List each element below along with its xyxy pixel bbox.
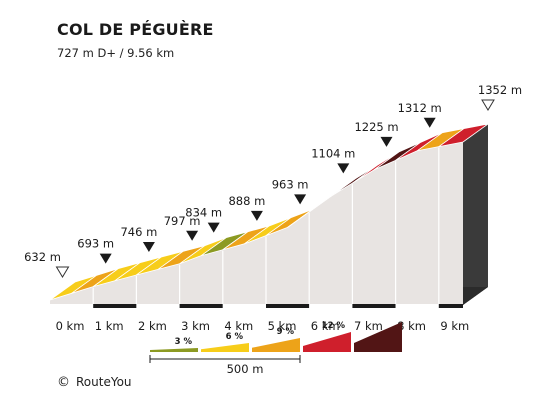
gradient-segment	[438, 123, 489, 148]
elevation-marker-icon	[99, 253, 112, 264]
km-scale-band	[50, 304, 94, 308]
km-scale-band	[352, 304, 396, 308]
km-tick-label: 4 km	[224, 319, 253, 333]
km-scale-band	[395, 304, 439, 308]
elevation-label: 888 m	[228, 194, 265, 208]
elevation-label: 1312 m	[398, 101, 442, 115]
km-scale-band	[136, 304, 180, 308]
endpoint-marker-icon	[55, 266, 70, 278]
elevation-marker-icon	[142, 241, 155, 252]
km-scale-band	[438, 304, 463, 308]
profile-end-wall	[462, 124, 488, 305]
climb-summary: 727 m D+ / 9.56 km	[57, 46, 175, 60]
endpoint-marker-icon	[481, 99, 495, 111]
km-tick-label: 6 km	[311, 319, 340, 333]
legend-swatch	[252, 338, 300, 352]
legend-swatch	[354, 322, 402, 352]
elevation-label: 834 m	[185, 206, 222, 220]
km-scale-band	[309, 304, 353, 308]
km-tick-label: 2 km	[138, 319, 167, 333]
elevation-label: 693 m	[77, 237, 114, 251]
elevation-marker-icon	[186, 230, 199, 241]
gradient-legend: 3 % 6 % 9 % 12 % 500 m	[149, 321, 402, 376]
copyright-icon: ©	[57, 375, 70, 390]
km-scale-band	[222, 304, 266, 308]
gradient-segments	[49, 123, 489, 301]
elevation-label: 797 m	[164, 214, 201, 228]
profile-front-area	[50, 142, 463, 305]
elevation-marker-icon	[423, 117, 436, 128]
elevation-marker-icon	[294, 194, 307, 205]
legend-label: 3 %	[175, 337, 193, 347]
km-tick-label: 7 km	[354, 319, 383, 333]
legend-scale-label: 500 m	[227, 362, 264, 376]
elevation-label: 632 m	[24, 250, 61, 264]
elevation-label: 1104 m	[311, 146, 355, 160]
legend-label: 9 %	[277, 327, 295, 337]
elevation-marker-icon	[250, 210, 263, 221]
km-axis: 0 km 1 km 2 km 3 km 4 km 5 km 6 km 7 km 8 km 9 km	[50, 304, 469, 333]
legend-label: 6 %	[226, 332, 244, 342]
km-scale-band	[179, 304, 223, 308]
km-tick-label: 3 km	[181, 319, 210, 333]
elevation-label: 963 m	[272, 177, 309, 191]
km-scale-band	[266, 304, 310, 308]
km-tick-label: 0 km	[56, 319, 85, 333]
km-tick-label: 1 km	[95, 319, 124, 333]
page-title: COL DE PÉGUÈRE	[57, 20, 214, 39]
km-tick-label: 9 km	[440, 319, 469, 333]
brand-name: RouteYou	[76, 375, 132, 389]
km-tick-label: 8 km	[397, 319, 426, 333]
legend-swatch	[150, 348, 198, 352]
elevation-label: 746 m	[120, 225, 157, 239]
elevation-label: 1352 m	[478, 83, 522, 97]
elevation-marker-icon	[207, 222, 220, 233]
km-scale-band	[93, 304, 137, 308]
elevation-marker-icon	[337, 163, 350, 174]
legend-swatch	[201, 343, 249, 352]
elevation-marker-icon	[380, 136, 393, 147]
legend-label: 12 %	[322, 321, 346, 331]
elevation-label: 1225 m	[354, 120, 398, 134]
legend-swatch	[303, 332, 351, 352]
copyright-credit: © RouteYou	[57, 375, 132, 390]
km-tick-label: 5 km	[268, 319, 297, 333]
profile-front-face	[50, 142, 463, 305]
